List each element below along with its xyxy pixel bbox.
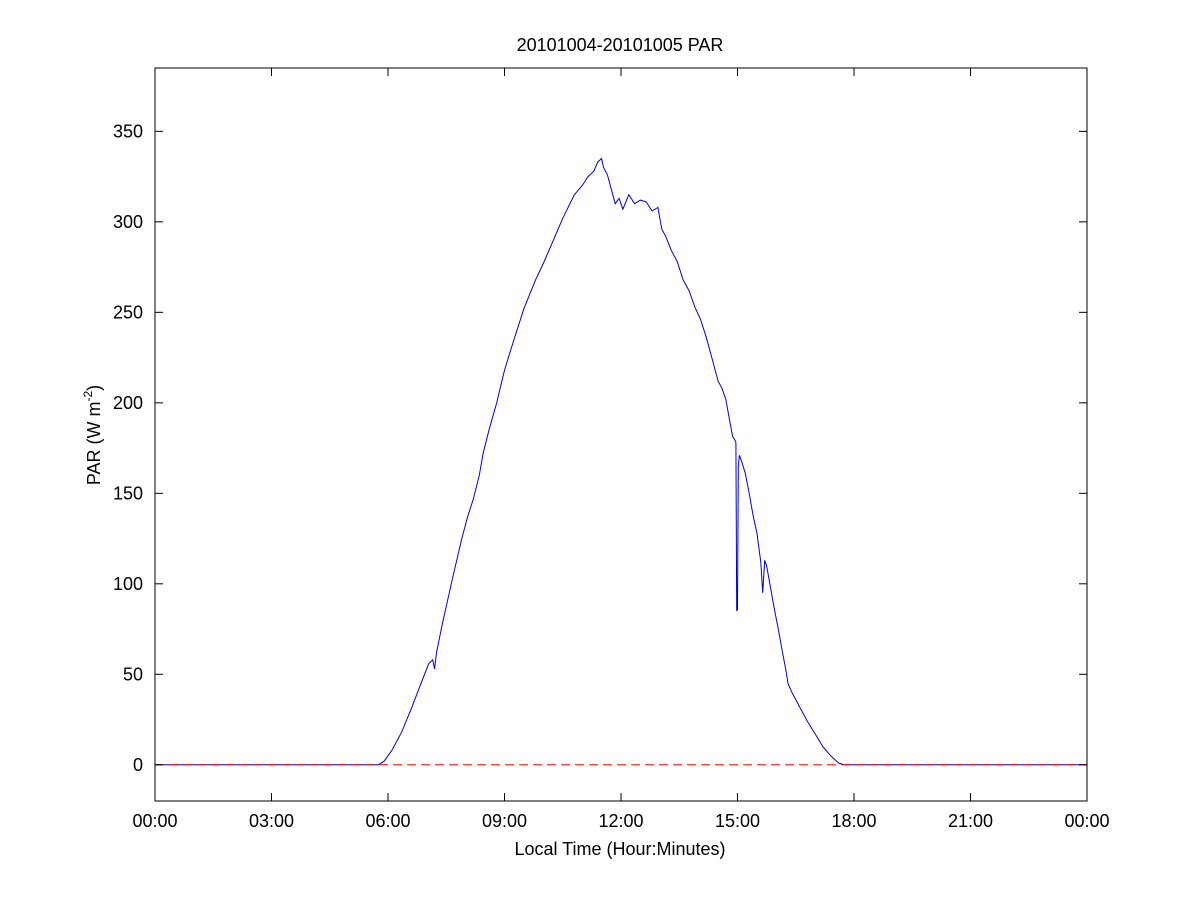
y-tick-label: 250 xyxy=(113,302,143,322)
x-tick-label: 12:00 xyxy=(598,811,643,831)
y-tick-label: 350 xyxy=(113,121,143,141)
x-tick-label: 00:00 xyxy=(132,811,177,831)
x-tick-label: 06:00 xyxy=(365,811,410,831)
x-tick-label: 03:00 xyxy=(249,811,294,831)
x-tick-label: 21:00 xyxy=(948,811,993,831)
x-axis-title: Local Time (Hour:Minutes) xyxy=(514,839,725,859)
y-tick-label: 200 xyxy=(113,393,143,413)
y-tick-label: 100 xyxy=(113,574,143,594)
x-tick-label: 00:00 xyxy=(1064,811,1109,831)
y-axis-title: PAR (W m-2) xyxy=(81,385,104,485)
tick-layer: 00:00 03:00 06:00 09:00 12:00 15:00 18:00 21:00… xyxy=(113,68,1110,831)
y-tick-label: 150 xyxy=(113,483,143,503)
par-series-line xyxy=(155,157,1087,766)
y-axis-title-prefix: PAR (W m xyxy=(84,402,104,486)
y-tick-label: 50 xyxy=(123,664,143,684)
x-tick-label: 09:00 xyxy=(482,811,527,831)
y-axis-title-suffix: ) xyxy=(84,385,104,391)
y-tick-label: 300 xyxy=(113,212,143,232)
x-tick-label: 15:00 xyxy=(715,811,760,831)
plot-layer xyxy=(155,157,1087,766)
chart-title: 20101004-20101005 PAR xyxy=(517,35,724,55)
y-tick-label: 0 xyxy=(133,755,143,775)
plot-frame xyxy=(154,67,1088,802)
x-tick-label: 18:00 xyxy=(831,811,876,831)
y-axis-title-superscript: -2 xyxy=(81,391,95,402)
